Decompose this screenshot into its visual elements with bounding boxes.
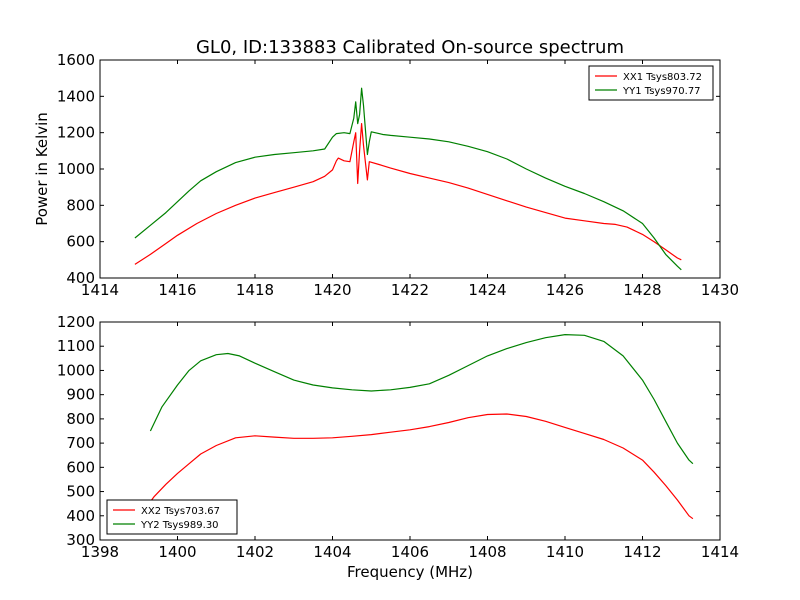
x-tick-label: 1418 xyxy=(236,281,274,299)
y-tick-label: 1200 xyxy=(57,124,95,142)
bottom-chart-axes: 1398 1400 1402 1404 1406 1408 1410 1412 1414 300 4… xyxy=(57,313,739,561)
y-tick-label: 300 xyxy=(66,531,95,549)
x-tick-label: 1414 xyxy=(701,543,739,561)
x-tick-label: 1422 xyxy=(391,281,429,299)
y-axis-label: Power in Kelvin xyxy=(33,112,51,226)
series-line-xx xyxy=(142,413,694,520)
legend-label: YY2 Tsys989.30 xyxy=(140,520,219,531)
top-chart-plot-area xyxy=(134,87,682,271)
legend-label: YY1 Tsys970.77 xyxy=(622,86,701,97)
legend-label: XX2 Tsys703.67 xyxy=(141,506,220,517)
x-tick-label: 1424 xyxy=(468,281,506,299)
y-tick-label: 400 xyxy=(66,269,95,287)
chart-title: GL0, ID:133883 Calibrated On-source spec… xyxy=(196,37,624,58)
series-line-yy xyxy=(134,87,682,271)
y-tick-label: 1600 xyxy=(57,51,95,69)
y-tick-label: 1200 xyxy=(57,313,95,331)
series-line-yy xyxy=(149,334,694,465)
y-tick-label: 400 xyxy=(66,507,95,525)
y-tick-label: 800 xyxy=(66,410,95,428)
top-chart-axes: 1414 1416 1418 1420 1422 1424 1426 1428 1430 400 6… xyxy=(57,51,739,299)
y-tick-label: 600 xyxy=(66,233,95,251)
x-tick-label: 1430 xyxy=(701,281,739,299)
x-tick-label: 1402 xyxy=(236,543,274,561)
x-tick-label: 1426 xyxy=(546,281,584,299)
x-tick-label: 1416 xyxy=(158,281,196,299)
x-tick-label: 1398 xyxy=(81,543,119,561)
legend-label: XX1 Tsys803.72 xyxy=(623,72,702,83)
x-tick-label: 1428 xyxy=(623,281,661,299)
y-tick-label: 1100 xyxy=(57,337,95,355)
x-tick-label: 1408 xyxy=(468,543,506,561)
legend-box xyxy=(588,65,714,101)
x-tick-label: 1420 xyxy=(313,281,351,299)
y-tick-label: 1400 xyxy=(57,87,95,105)
y-tick-label: 1000 xyxy=(57,160,95,178)
x-tick-label: 1412 xyxy=(623,543,661,561)
top-chart-legend: XX1 Tsys803.72 YY1 Tsys970.77 xyxy=(588,65,714,101)
x-tick-label: 1406 xyxy=(391,543,429,561)
x-tick-label: 1400 xyxy=(158,543,196,561)
bottom-chart-panel: Frequency (MHz) 1398 1400 1402 1404 1406 1408… xyxy=(57,313,739,581)
y-tick-label: 700 xyxy=(66,434,95,452)
y-tick-label: 500 xyxy=(66,483,95,501)
y-tick-label: 1000 xyxy=(57,361,95,379)
legend-box xyxy=(106,499,238,535)
y-tick-label: 900 xyxy=(66,386,95,404)
x-tick-label: 1410 xyxy=(546,543,584,561)
bottom-chart-plot-area xyxy=(142,334,694,520)
y-tick-label: 600 xyxy=(66,458,95,476)
y-tick-label: 800 xyxy=(66,196,95,214)
x-tick-label: 1414 xyxy=(81,281,119,299)
x-tick-label: 1404 xyxy=(313,543,351,561)
series-line-xx xyxy=(134,123,682,265)
bottom-chart-legend: XX2 Tsys703.67 YY2 Tsys989.30 xyxy=(106,499,238,535)
x-axis-label: Frequency (MHz) xyxy=(347,563,473,581)
top-chart-panel: GL0, ID:133883 Calibrated On-source spec… xyxy=(33,37,739,299)
